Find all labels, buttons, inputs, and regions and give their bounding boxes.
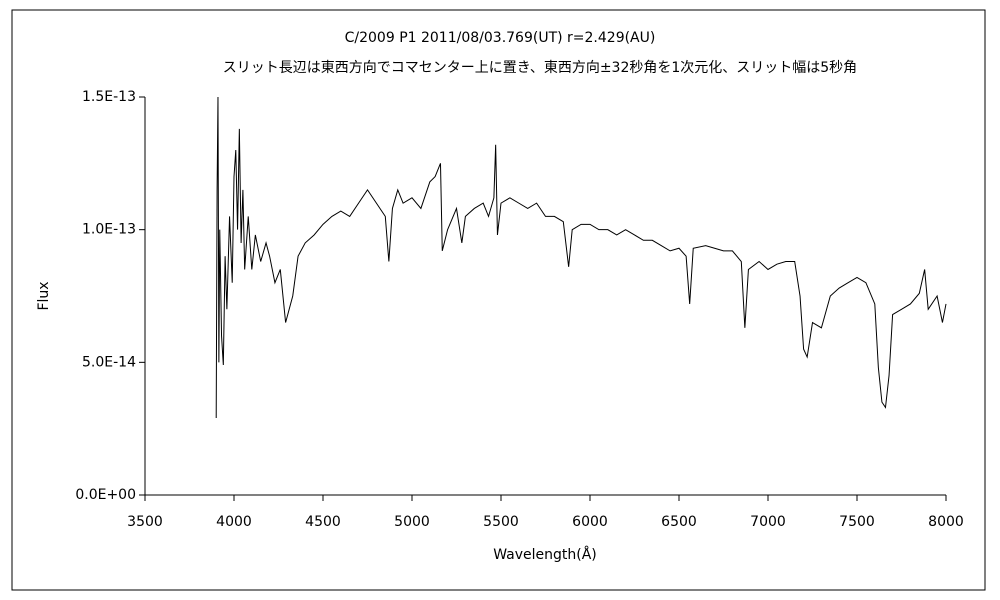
y-tick-label: 1.0E-13 — [82, 222, 136, 238]
x-tick-label: 7000 — [750, 514, 786, 530]
x-tick-label: 4000 — [216, 514, 252, 530]
chart-subtitle: スリット長辺は東西方向でコマセンター上に置き、東西方向±32秒角を1次元化、スリ… — [223, 60, 857, 76]
x-tick-label: 5000 — [394, 514, 430, 530]
x-tick-label: 6500 — [661, 514, 697, 530]
x-axis-label: Wavelength(Å) — [493, 546, 597, 563]
x-tick-label: 3500 — [127, 514, 163, 530]
y-axis-label: Flux — [36, 281, 52, 310]
x-tick-label: 5500 — [483, 514, 519, 530]
x-tick-label: 7500 — [839, 514, 875, 530]
chart-title: C/2009 P1 2011/08/03.769(UT) r=2.429(AU) — [345, 30, 656, 46]
y-tick-label: 1.5E-13 — [82, 89, 136, 105]
chart-border — [11, 9, 986, 591]
y-tick-label: 0.0E+00 — [75, 487, 136, 503]
x-tick-label: 6000 — [572, 514, 608, 530]
spectrum-line — [215, 96, 947, 419]
x-tick-label: 8000 — [928, 514, 964, 530]
x-tick-label: 4500 — [305, 514, 341, 530]
y-tick-label: 5.0E-14 — [82, 354, 136, 370]
